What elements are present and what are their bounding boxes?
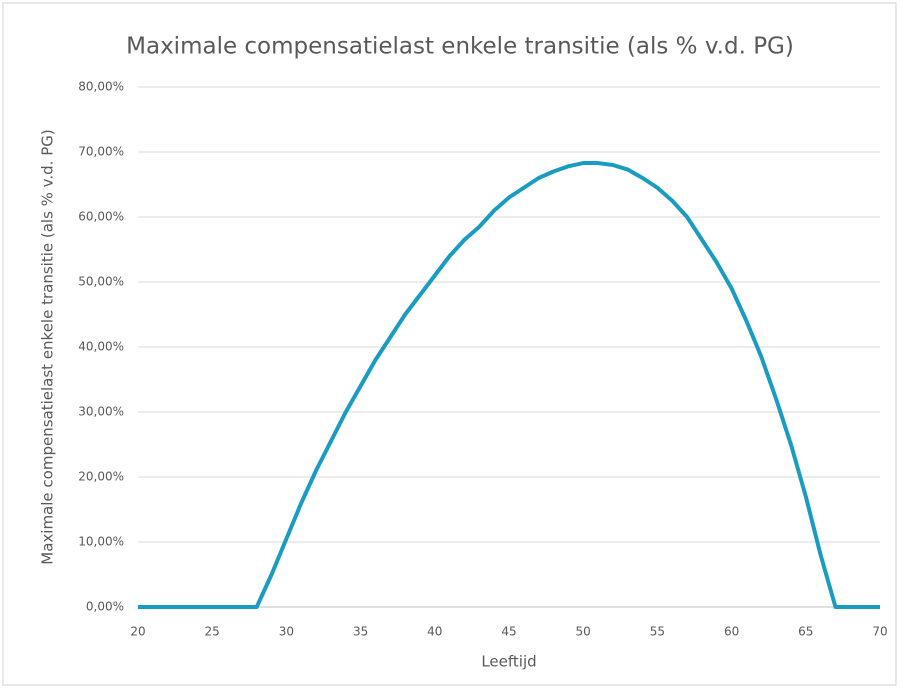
- x-tick-label: 65: [798, 625, 813, 639]
- x-tick-label: 70: [872, 625, 887, 639]
- x-tick-label: 30: [279, 625, 294, 639]
- y-tick-label: 10,00%: [78, 535, 124, 549]
- x-tick-label: 40: [427, 625, 442, 639]
- x-tick-label: 25: [205, 625, 220, 639]
- y-tick-label: 50,00%: [78, 275, 124, 289]
- data-line: [138, 161, 880, 609]
- y-tick-label: 30,00%: [78, 405, 124, 419]
- y-tick-label: 80,00%: [78, 80, 124, 94]
- x-tick-label: 20: [130, 625, 145, 639]
- y-axis-label: Maximale compensatielast enkele transiti…: [39, 129, 57, 564]
- y-tick-label: 0,00%: [86, 600, 124, 614]
- chart-title: Maximale compensatielast enkele transiti…: [126, 34, 794, 60]
- x-tick-label: 35: [353, 625, 368, 639]
- x-axis-label: Leeftijd: [481, 653, 536, 671]
- x-tick-label: 50: [576, 625, 591, 639]
- y-tick-label: 60,00%: [78, 210, 124, 224]
- x-tick-label: 45: [501, 625, 516, 639]
- y-tick-label: 20,00%: [78, 470, 124, 484]
- x-tick-label: 55: [650, 625, 665, 639]
- x-tick-label: 60: [724, 625, 739, 639]
- y-tick-label: 70,00%: [78, 145, 124, 159]
- y-tick-label: 40,00%: [78, 340, 124, 354]
